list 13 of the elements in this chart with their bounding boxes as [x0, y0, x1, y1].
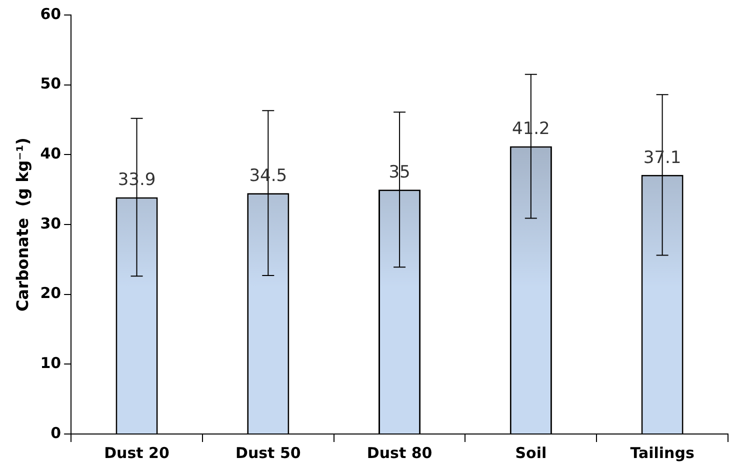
y-tick-label: 40 — [40, 144, 62, 163]
x-tick-label: Dust 80 — [366, 444, 432, 462]
y-tick-label: 60 — [40, 4, 62, 23]
x-tick-label: Tailings — [630, 444, 694, 462]
x-tick-label: Dust 20 — [104, 444, 170, 462]
y-tick-label: 30 — [40, 214, 62, 232]
y-axis-title: Carbonate (g kg⁻¹) — [12, 138, 32, 312]
x-tick-label: Soil — [515, 444, 547, 462]
x-tick-label: Dust 50 — [235, 444, 301, 462]
y-tick-label: 20 — [40, 284, 62, 302]
y-tick-label: 0 — [50, 424, 62, 442]
y-tick-label: 10 — [40, 354, 62, 372]
y-tick-label: 50 — [40, 74, 62, 93]
